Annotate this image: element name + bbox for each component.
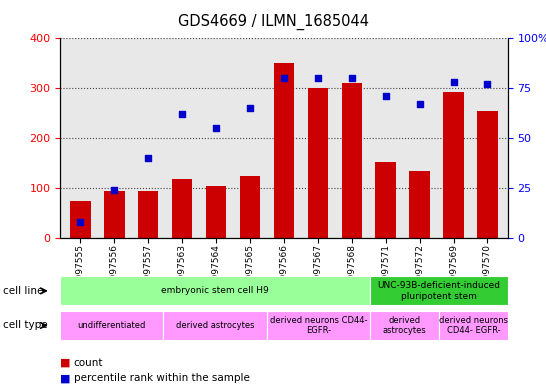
Point: [280, 75, 288, 81]
Point: [144, 155, 153, 161]
Bar: [104, 190, 124, 238]
Text: cell line: cell line: [3, 286, 43, 296]
Text: cell type: cell type: [3, 320, 48, 331]
Point: [76, 219, 85, 225]
Point: [110, 187, 118, 193]
Bar: [240, 176, 260, 238]
Bar: [477, 111, 497, 238]
Bar: [307, 88, 328, 238]
Bar: [342, 83, 362, 238]
Point: [415, 101, 424, 108]
Point: [313, 75, 322, 81]
Point: [381, 93, 390, 99]
Bar: [274, 63, 294, 238]
Text: percentile rank within the sample: percentile rank within the sample: [74, 373, 250, 383]
Point: [449, 79, 458, 85]
Bar: [138, 190, 158, 238]
Text: derived neurons
CD44- EGFR-: derived neurons CD44- EGFR-: [439, 316, 508, 335]
Bar: [172, 179, 192, 238]
Text: ■: ■: [60, 358, 70, 368]
Point: [483, 81, 492, 88]
Text: UNC-93B-deficient-induced
pluripotent stem: UNC-93B-deficient-induced pluripotent st…: [377, 281, 500, 301]
Bar: [70, 200, 91, 238]
Text: derived neurons CD44-
EGFR-: derived neurons CD44- EGFR-: [270, 316, 367, 335]
Point: [212, 125, 221, 131]
Bar: [376, 162, 396, 238]
Point: [178, 111, 187, 118]
Bar: [206, 186, 226, 238]
Text: count: count: [74, 358, 103, 368]
Bar: [443, 92, 464, 238]
Text: GDS4669 / ILMN_1685044: GDS4669 / ILMN_1685044: [177, 13, 369, 30]
Point: [246, 105, 254, 111]
Point: [347, 75, 356, 81]
Text: embryonic stem cell H9: embryonic stem cell H9: [161, 286, 269, 295]
Text: derived astrocytes: derived astrocytes: [176, 321, 254, 330]
Bar: [410, 170, 430, 238]
Text: undifferentiated: undifferentiated: [78, 321, 146, 330]
Text: derived
astrocytes: derived astrocytes: [383, 316, 426, 335]
Text: ■: ■: [60, 373, 70, 383]
